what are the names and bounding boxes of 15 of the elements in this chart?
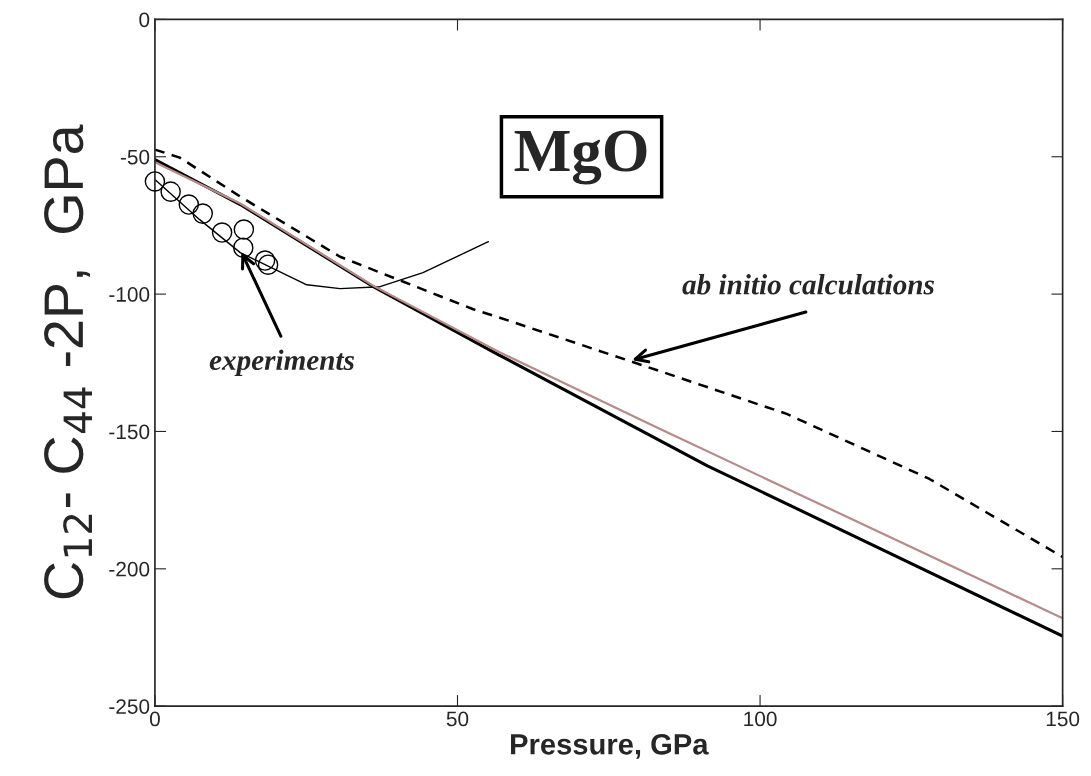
x-tick-label: 50 xyxy=(446,711,469,727)
x-tick-label: 150 xyxy=(1046,711,1080,727)
annotation: experiments xyxy=(209,349,355,377)
x-tick-label: 0 xyxy=(149,711,160,727)
y-tick-label: 0 xyxy=(139,12,150,28)
annotation: MgO xyxy=(514,130,647,185)
y-tick-label: -150 xyxy=(109,424,150,440)
annotation: ab initio calculations xyxy=(682,274,934,295)
y-axis-title: C$_{12}$- C$_{44}$ -2P, GPa xyxy=(44,124,92,599)
y-tick-label: -100 xyxy=(109,287,150,302)
y-tick-label: -50 xyxy=(120,149,150,165)
x-axis-title: Pressure, GPa xyxy=(511,733,709,759)
y-tick-label: -200 xyxy=(109,561,150,577)
x-tick-label: 100 xyxy=(744,711,777,727)
y-tick-label: -250 xyxy=(109,699,150,714)
